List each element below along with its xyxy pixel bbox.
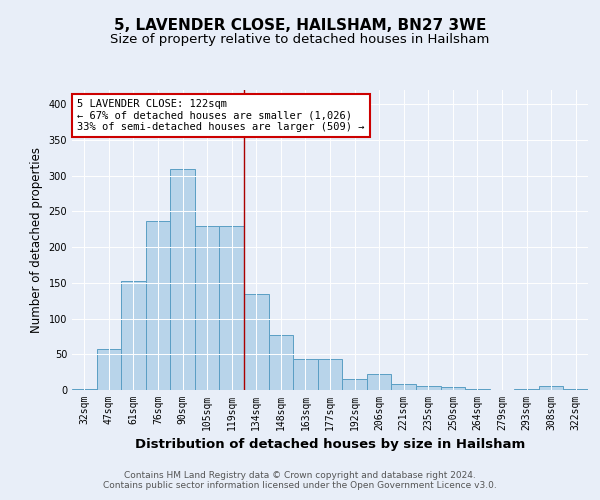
Text: 5 LAVENDER CLOSE: 122sqm
← 67% of detached houses are smaller (1,026)
33% of sem: 5 LAVENDER CLOSE: 122sqm ← 67% of detach… bbox=[77, 99, 365, 132]
Text: 5, LAVENDER CLOSE, HAILSHAM, BN27 3WE: 5, LAVENDER CLOSE, HAILSHAM, BN27 3WE bbox=[114, 18, 486, 32]
Bar bbox=[244, 294, 269, 390]
Bar bbox=[367, 374, 391, 390]
Bar bbox=[146, 220, 170, 390]
Bar bbox=[170, 170, 195, 390]
Bar bbox=[539, 386, 563, 390]
Bar bbox=[293, 360, 318, 390]
Bar bbox=[220, 226, 244, 390]
Bar bbox=[195, 226, 220, 390]
Y-axis label: Number of detached properties: Number of detached properties bbox=[30, 147, 43, 333]
Bar bbox=[563, 388, 588, 390]
Bar bbox=[269, 335, 293, 390]
Text: Contains public sector information licensed under the Open Government Licence v3: Contains public sector information licen… bbox=[103, 481, 497, 490]
Bar bbox=[342, 380, 367, 390]
Bar bbox=[318, 358, 342, 390]
Text: Size of property relative to detached houses in Hailsham: Size of property relative to detached ho… bbox=[110, 32, 490, 46]
Bar bbox=[465, 388, 490, 390]
Bar bbox=[72, 388, 97, 390]
X-axis label: Distribution of detached houses by size in Hailsham: Distribution of detached houses by size … bbox=[135, 438, 525, 452]
Bar bbox=[391, 384, 416, 390]
Bar bbox=[440, 387, 465, 390]
Bar bbox=[121, 282, 146, 390]
Bar bbox=[416, 386, 440, 390]
Bar bbox=[97, 350, 121, 390]
Bar bbox=[514, 388, 539, 390]
Text: Contains HM Land Registry data © Crown copyright and database right 2024.: Contains HM Land Registry data © Crown c… bbox=[124, 471, 476, 480]
